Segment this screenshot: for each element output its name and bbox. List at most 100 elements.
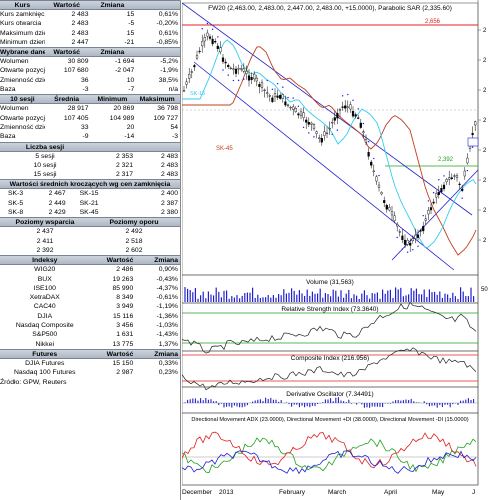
candle-body (245, 71, 248, 74)
kurs-row: Maksimum dzienne 2 483 15 0,61% (0, 29, 180, 38)
wybrane-cell: -7 (128, 86, 135, 94)
kurs-row: Minimum dzienne 2 447 -21 -0,85% (0, 38, 180, 47)
wybrane-row: Otwarte pozycje 107 680 -2 047 -1,9% (0, 66, 180, 75)
candle-body (424, 218, 427, 221)
candle-body (198, 50, 201, 53)
sar-dot (237, 79, 240, 82)
candle-body (276, 95, 279, 98)
rsi-title: Relative Strength Index (73.3640) (281, 306, 378, 313)
kurs-header: Kurs Wartość Zmiana (0, 0, 180, 10)
candle-body (294, 107, 297, 113)
srednie-cell: 2 387 (160, 199, 178, 207)
wybrane-cell: 10 (126, 76, 135, 84)
indeksy-cell: BUX (37, 275, 52, 283)
sesji10-table: Wolumen 28 917 20 869 36 798 Otwarte pozycje… (0, 104, 180, 141)
sar-dot (282, 86, 284, 88)
candle-body (195, 55, 199, 59)
month-j: J (472, 489, 475, 496)
candle-body (388, 207, 391, 211)
futures-table: DJIA Futures 15 150 0,33% Nasdaq 100 Future… (0, 359, 180, 378)
kurs-cell: Minimum dzienne (0, 38, 45, 46)
sar-dot (422, 214, 424, 217)
candle-body (409, 242, 412, 246)
sar-dot (352, 99, 354, 101)
poziomy-cell: 2 392 (36, 246, 54, 254)
sesji10-row: Zmienność dzienna 33 20 54 (0, 123, 180, 132)
sar-dot (471, 146, 474, 148)
candle-body (354, 114, 357, 117)
sesji10-cell: 28 917 (67, 105, 89, 113)
candle-body (380, 192, 383, 195)
srednie-cell: SK-8 (8, 209, 24, 217)
month-may: May (432, 489, 445, 496)
poziomy-cell: 2 492 (125, 228, 143, 236)
futures-row: Nasdaq 100 Futures 2 987 0,23% (0, 368, 180, 377)
futures-cell: Nasdaq 100 Futures (13, 369, 76, 377)
futures-cell: 0,23% (158, 369, 178, 377)
sar-dot (432, 191, 435, 194)
candle-body (315, 131, 318, 134)
candle-body (307, 121, 310, 125)
indeksy-header: Indeksy Wartość Zmiana (0, 255, 180, 266)
sesji10-cell: Wolumen (0, 105, 29, 113)
liczba-row: 10 sesji 2 321 2 483 (0, 161, 180, 170)
kurs-cell: 0,61% (158, 11, 179, 18)
indeksy-cell: 2 486 (116, 266, 134, 274)
kurs-cell: 2 483 (71, 11, 89, 18)
indeksy-row: XetraDAX 8 349 -0,61% (0, 293, 180, 302)
parabolic-sar (201, 22, 474, 253)
wybrane-cell: -3 (82, 86, 89, 94)
wybrane-cell: -1,9% (160, 67, 179, 75)
sar-dot (461, 197, 463, 199)
price-tick-label: 2 (483, 58, 487, 64)
month-december: December (182, 489, 213, 496)
wybrane-cell: Zmienność dzienna (0, 76, 45, 84)
indeksy-cell: DJIA (37, 312, 53, 320)
candle-body (463, 170, 466, 177)
sar-dot (308, 132, 310, 134)
kurs-cell: -5 (128, 20, 135, 28)
candle-body (206, 32, 209, 37)
fw20-chart: FW20 (2,463.00, 2,483.00, 2,447.00, 2,48… (181, 0, 500, 500)
candle-body (263, 89, 266, 92)
poziomy-cell: 2 437 (36, 228, 54, 236)
candle-body (416, 234, 420, 238)
candle-body (440, 188, 443, 193)
indeksy-cell: 3 949 (116, 303, 134, 311)
price-tick-label: 2 (483, 148, 487, 154)
sesji10-cell: 109 727 (153, 114, 179, 122)
osc-title: Derivative Oscillator (7.34491) (286, 391, 373, 398)
candle-body (471, 132, 474, 136)
time-axis: December 2013 February March April May J (182, 484, 478, 496)
indeksy-row: ISE100 85 990 -4,37% (0, 284, 180, 293)
indeksy-cell: -4,37% (156, 284, 178, 292)
candle-body (258, 84, 261, 87)
indeksy-cell: WIG20 (34, 266, 56, 274)
month-march: March (328, 489, 346, 496)
candle-body (364, 139, 368, 143)
liczba-row: 15 sesji 2 317 2 483 (0, 170, 180, 179)
candle-body (214, 41, 217, 43)
month-february: February (279, 489, 306, 496)
wybrane-table: Wolumen 30 809 -1 694 -5,2% Otwarte pozycje 1… (0, 57, 180, 94)
candle-body (318, 137, 321, 139)
srednie-cell: SK-5 (8, 199, 24, 207)
wybrane-cell: -5,2% (160, 58, 179, 66)
srednie-header: Wartości średnich kroczących wg cen zamk… (0, 179, 180, 190)
kurs-cell: 0,61% (158, 29, 179, 37)
candle-body (188, 74, 191, 79)
indeksy-cell: XetraDAX (29, 294, 60, 302)
volume-pane: Volume (31,563) 50 (181, 274, 488, 304)
liczba-cell: 2 353 (115, 152, 133, 160)
sar-dot (331, 133, 333, 135)
candle-body (359, 122, 362, 128)
kurs-cell: 2 447 (71, 38, 89, 46)
indeksy-cell: CAC40 (33, 303, 56, 311)
indeksy-cell: -1,03% (156, 322, 178, 330)
sar-dot (443, 175, 445, 177)
candle-body (414, 234, 417, 239)
srednie-cell: 2 400 (160, 190, 178, 198)
candle-body (266, 92, 269, 94)
sar-dot (232, 79, 235, 82)
sesji10-cell: 33 (80, 123, 89, 131)
